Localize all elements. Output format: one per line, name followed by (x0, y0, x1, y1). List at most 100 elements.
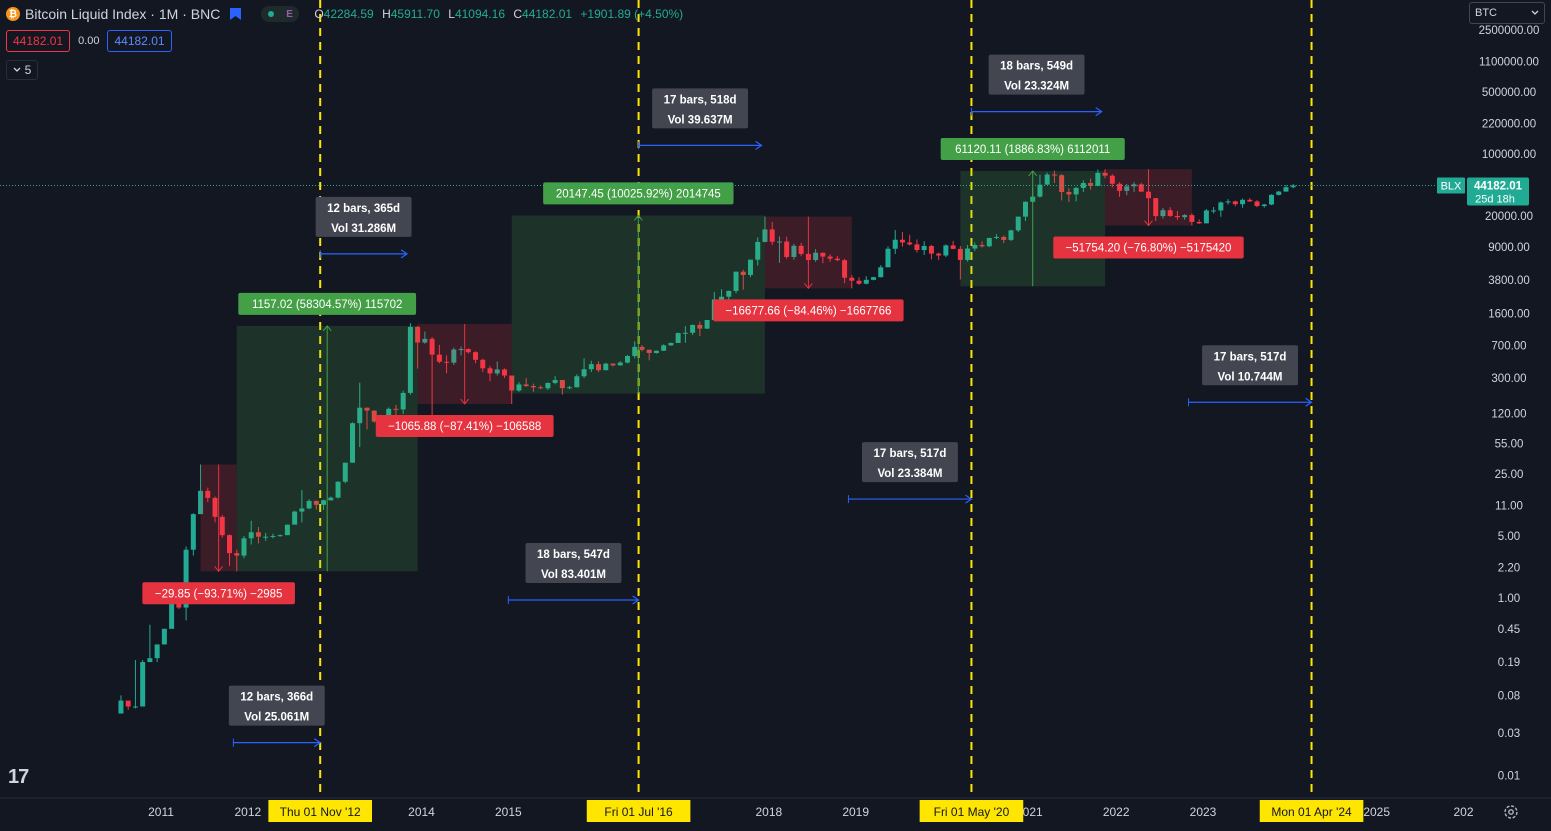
price-tick-label: 3800.00 (1488, 275, 1530, 287)
candle-body (784, 241, 790, 257)
year-tick-label: 202 (1453, 805, 1473, 819)
bar-count-label[interactable]: 17 bars, 517d Vol 10.744M (1202, 345, 1298, 386)
gain-measure[interactable]: 61120.11 (1886.83%) 6112011 (940, 137, 1125, 287)
marker-date-label[interactable]: Fri 01 Jul '16 (586, 800, 691, 822)
bar-count-measure[interactable]: 17 bars, 517d Vol 10.744M (1188, 345, 1313, 407)
buy-button[interactable]: 44182.01 (107, 30, 172, 52)
candle-body (198, 490, 204, 515)
measure-label[interactable]: 61120.11 (1886.83%) 6112011 (940, 137, 1125, 160)
symbol-badge-text: BLX (1441, 181, 1462, 193)
price-tick-label: 220000.00 (1482, 119, 1536, 131)
bookmark-flag-icon[interactable] (230, 8, 242, 20)
candle-body (755, 241, 761, 260)
candle-body (914, 244, 920, 251)
events-badge[interactable]: E (261, 6, 300, 22)
bitcoin-icon: ₿ (6, 7, 20, 21)
year-tick-label: 2014 (408, 805, 435, 819)
loss-measure[interactable]: −51754.20 (−76.80%) −5175420 (1053, 169, 1244, 259)
bar-count-label[interactable]: 12 bars, 366d Vol 25.061M (228, 685, 325, 726)
tradingview-logo[interactable]: 17 (8, 766, 29, 788)
indicators-toggle[interactable]: 5 (6, 60, 38, 80)
bar-count-label[interactable]: 17 bars, 518d Vol 39.637M (652, 88, 749, 129)
marker-date-label[interactable]: Fri 01 May '20 (919, 800, 1024, 822)
bar-count-label[interactable]: 18 bars, 547d Vol 83.401M (525, 542, 622, 583)
price-tick-label: 500000.00 (1482, 87, 1536, 99)
measure-text: 18 bars, 549d (1000, 61, 1073, 73)
measure-label[interactable]: −16677.66 (−84.46%) −1667766 (713, 299, 904, 322)
bar-count-measure[interactable]: 12 bars, 366d Vol 25.061M (228, 685, 325, 748)
measure-label[interactable]: −29.85 (−93.71%) −2985 (142, 582, 295, 605)
measure-text: Vol 23.324M (1004, 81, 1069, 93)
measure-label[interactable]: 20147.45 (10025.92%) 2014745 (543, 182, 734, 205)
price-tick-label: 55.00 (1495, 438, 1524, 450)
loss-measure[interactable]: −29.85 (−93.71%) −2985 (142, 464, 295, 605)
candle-body (393, 408, 399, 410)
candle-body (1182, 215, 1188, 218)
candle-body (834, 258, 840, 261)
measure-label[interactable]: 1157.02 (58304.57%) 115702 (238, 292, 417, 315)
candle-body (661, 345, 667, 351)
bar-count-label[interactable]: 18 bars, 549d Vol 23.324M (988, 54, 1085, 95)
candle-body (820, 252, 826, 257)
currency-select[interactable]: BTC (1469, 2, 1545, 24)
loss-measure[interactable]: −16677.66 (−84.46%) −1667766 (713, 216, 904, 322)
measure-text: −1065.88 (−87.41%) −106588 (388, 421, 541, 433)
bar-count-measure[interactable]: 18 bars, 549d Vol 23.324M (970, 54, 1103, 117)
loss-measure[interactable]: −1065.88 (−87.41%) −106588 (375, 323, 554, 437)
candle-body (1196, 221, 1202, 224)
candle-body (1037, 184, 1043, 197)
price-tick-label: 0.03 (1498, 728, 1520, 740)
bar-count-label[interactable]: 12 bars, 365d Vol 31.286M (315, 196, 412, 237)
measure-label[interactable]: −1065.88 (−87.41%) −106588 (375, 414, 554, 437)
candle-body (1138, 184, 1144, 192)
candle-body (1203, 210, 1209, 224)
candle-body (321, 500, 327, 505)
candle-body (719, 296, 725, 300)
gain-measure[interactable]: 1157.02 (58304.57%) 115702 (236, 292, 418, 572)
candle-body (871, 277, 877, 280)
sell-button[interactable]: 44182.01 (6, 30, 71, 52)
marker-date-label[interactable]: Mon 01 Apr '24 (1259, 800, 1364, 822)
price-tick-label: 120.00 (1491, 408, 1526, 420)
candle-body (1247, 199, 1253, 202)
measure-label[interactable]: −51754.20 (−76.80%) −5175420 (1053, 236, 1244, 259)
candle-body (277, 535, 283, 537)
candle-body (972, 244, 978, 249)
gear-icon[interactable] (1502, 803, 1520, 821)
bar-count-measure[interactable]: 12 bars, 365d Vol 31.286M (315, 196, 412, 259)
candle-body (473, 352, 479, 360)
candle-body (1059, 175, 1065, 192)
measure-text: 18 bars, 547d (537, 549, 610, 561)
candle-body (682, 332, 688, 334)
candle-body (1189, 215, 1195, 222)
candle-body (769, 229, 775, 242)
candle-body (118, 700, 124, 714)
measure-text: −29.85 (−93.71%) −2985 (155, 588, 283, 600)
bar-count-measure[interactable]: 18 bars, 547d Vol 83.401M (507, 542, 640, 605)
candle-body (1290, 185, 1296, 188)
measure-text: −16677.66 (−84.46%) −1667766 (725, 305, 891, 317)
candle-body (292, 511, 298, 525)
candle-body (943, 245, 949, 256)
bar-count-measure[interactable]: 17 bars, 517d Vol 23.384M (847, 442, 973, 504)
bar-count-measure[interactable]: 17 bars, 518d Vol 39.637M (638, 88, 763, 150)
price-tick-label: 1.00 (1498, 593, 1520, 605)
price-tick-label: 1600.00 (1488, 308, 1530, 320)
ohlc-values: O42284.59 H45911.70 L41094.16 C44182.01 … (314, 7, 684, 21)
candle-body (1232, 201, 1238, 205)
candle-body (646, 349, 652, 354)
candle-body (740, 271, 746, 275)
candle-body (704, 320, 710, 329)
candle-body (227, 535, 233, 554)
candle-body (132, 706, 138, 708)
bar-count-label[interactable]: 17 bars, 517d Vol 23.384M (861, 442, 958, 483)
marker-date-label[interactable]: Thu 01 Nov '12 (268, 800, 372, 822)
candle-body (1117, 183, 1123, 191)
candle-body (675, 333, 681, 343)
price-tick-label: 1100000.00 (1479, 57, 1539, 69)
price-change: +1901.89 (+4.50%) (580, 7, 684, 21)
candle-body (125, 700, 131, 707)
measure-text: 12 bars, 365d (327, 203, 400, 215)
symbol-title[interactable]: Bitcoin Liquid Index · 1M · BNC (25, 6, 221, 22)
